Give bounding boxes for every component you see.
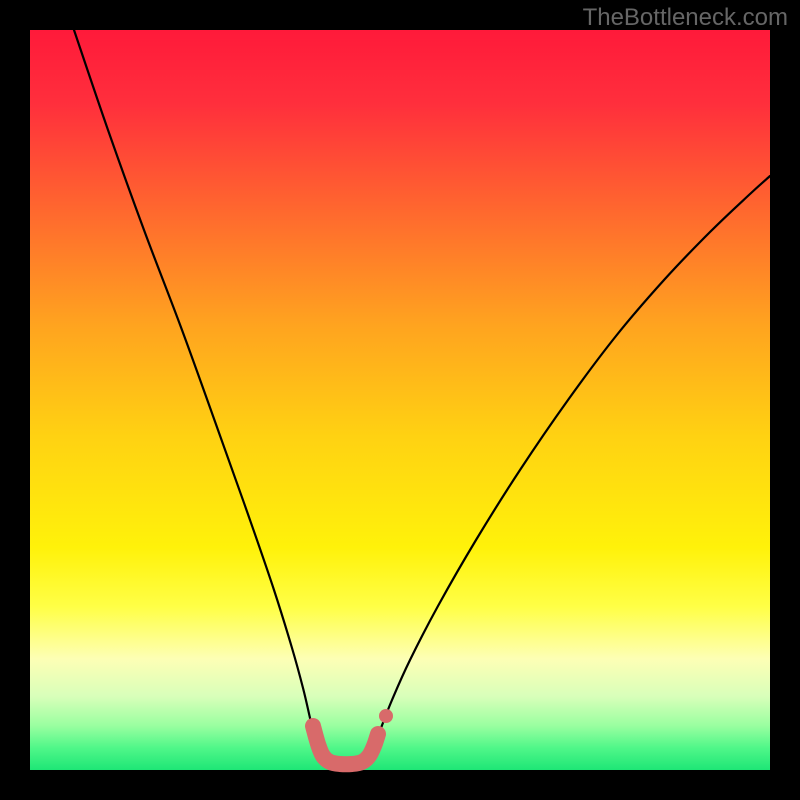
- watermark-text: TheBottleneck.com: [583, 4, 788, 32]
- valley-marker-dot: [379, 709, 393, 723]
- plot-background: [30, 30, 770, 770]
- bottleneck-chart: [0, 0, 800, 800]
- chart-canvas: TheBottleneck.com: [0, 0, 800, 800]
